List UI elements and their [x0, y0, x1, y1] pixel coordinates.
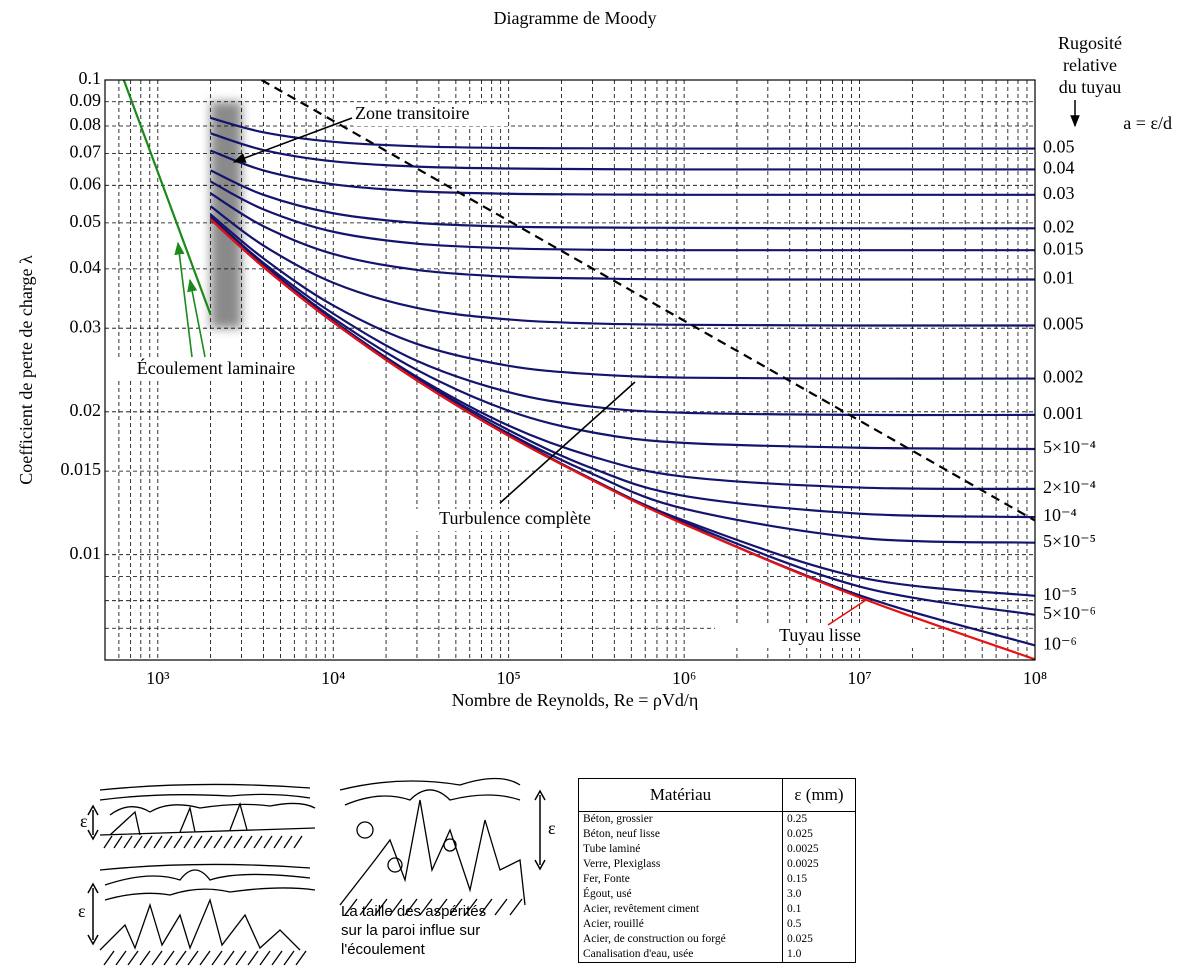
- table-header: ε (mm): [783, 779, 856, 812]
- table-cell: Acier, de construction ou forgé: [579, 932, 783, 947]
- series-label: 10⁻⁴: [1043, 505, 1077, 525]
- annotation: Tuyau lisse: [779, 625, 861, 645]
- caption-line: La taille des aspérités: [341, 903, 486, 920]
- x-tick-label: 10⁵: [497, 668, 521, 688]
- y-tick-label: 0.06: [70, 173, 102, 193]
- legend-formula: a = ε/d: [1123, 113, 1172, 133]
- table-cell: 0.1: [783, 902, 856, 917]
- table-cell: Béton, grossier: [579, 812, 783, 828]
- table-cell: Béton, neuf lisse: [579, 827, 783, 842]
- series-label: 10⁻⁵: [1043, 584, 1077, 604]
- y-tick-label: 0.08: [70, 114, 102, 134]
- series-line: [211, 219, 1035, 659]
- table-cell: Canalisation d'eau, usée: [579, 947, 783, 963]
- series-line: [211, 170, 1035, 228]
- table-cell: 0.5: [783, 917, 856, 932]
- table-cell: Fer, Fonte: [579, 872, 783, 887]
- y-tick-label: 0.02: [70, 400, 102, 420]
- series-line: [211, 193, 1035, 279]
- y-tick-label: 0.09: [70, 90, 102, 110]
- legend-title: du tuyau: [1059, 77, 1122, 97]
- series-line: [262, 80, 1035, 521]
- caption-line: sur la paroi influe sur: [341, 922, 480, 939]
- epsilon-label: ε: [548, 818, 556, 838]
- series-label: 0.002: [1043, 367, 1084, 387]
- series-label: 0.005: [1043, 314, 1084, 334]
- annotation-arrow: [828, 600, 866, 625]
- y-tick-label: 0.1: [79, 68, 102, 88]
- page: Diagramme de Moody Rugosité relative du …: [0, 0, 1177, 980]
- series-line: [211, 133, 1035, 169]
- series-label: 5×10⁻⁶: [1043, 603, 1096, 623]
- series-line: [211, 217, 1035, 415]
- table-cell: Acier, revêtement ciment: [579, 902, 783, 917]
- series-line: [211, 118, 1035, 149]
- x-tick-label: 10⁸: [1023, 668, 1047, 688]
- legend-title: relative: [1063, 55, 1117, 75]
- annotation: Turbulence complète: [439, 508, 591, 528]
- table-cell: 0.15: [783, 872, 856, 887]
- table-cell: 1.0: [783, 947, 856, 963]
- series-label: 0.01: [1043, 268, 1075, 288]
- series-line: [211, 214, 1035, 378]
- epsilon-label: ε: [80, 811, 88, 831]
- table-cell: 0.0025: [783, 842, 856, 857]
- series-line: [211, 219, 1035, 596]
- series-label: 10⁻⁶: [1043, 634, 1077, 654]
- x-axis-label: Nombre de Reynolds, Re = ρVd/η: [452, 690, 699, 710]
- table-cell: 0.025: [783, 932, 856, 947]
- series-label: 2×10⁻⁴: [1043, 477, 1096, 497]
- table-cell: 3.0: [783, 887, 856, 902]
- series-label: 0.03: [1043, 183, 1075, 203]
- series-line: [211, 182, 1035, 251]
- table-cell: Tube laminé: [579, 842, 783, 857]
- chart-title: Diagramme de Moody: [494, 8, 657, 28]
- table-cell: 0.25: [783, 812, 856, 828]
- series-label: 0.02: [1043, 216, 1075, 236]
- table-cell: Acier, rouillé: [579, 917, 783, 932]
- table-cell: 0.0025: [783, 857, 856, 872]
- table-header: Matériau: [579, 779, 783, 812]
- series-line: [124, 80, 211, 315]
- x-tick-label: 10³: [146, 668, 170, 688]
- x-tick-label: 10⁴: [321, 668, 345, 688]
- table-cell: Verre, Plexiglass: [579, 857, 783, 872]
- y-tick-label: 0.01: [70, 543, 102, 563]
- series-line: [211, 151, 1035, 195]
- y-tick-label: 0.07: [70, 142, 102, 162]
- y-tick-label: 0.05: [70, 211, 102, 231]
- table-cell: Égout, usé: [579, 887, 783, 902]
- series-label: 0.001: [1043, 403, 1084, 423]
- y-tick-label: 0.03: [70, 316, 102, 336]
- epsilon-label: ε: [78, 901, 86, 921]
- series-label: 5×10⁻⁵: [1043, 531, 1096, 551]
- x-tick-label: 10⁷: [847, 668, 871, 688]
- x-tick-label: 10⁶: [672, 668, 696, 688]
- caption-line: l'écoulement: [341, 941, 426, 958]
- annotation: Zone transitoire: [355, 103, 469, 123]
- series-label: 0.04: [1043, 158, 1075, 178]
- series-label: 5×10⁻⁴: [1043, 437, 1096, 457]
- y-tick-label: 0.015: [61, 459, 102, 479]
- series-line: [211, 219, 1035, 517]
- series-label: 0.05: [1043, 137, 1075, 157]
- table-row: Tube laminé0.0025: [579, 842, 856, 857]
- legend-title: Rugosité: [1058, 33, 1122, 53]
- series-line: [211, 206, 1035, 325]
- table-cell: 0.025: [783, 827, 856, 842]
- y-tick-label: 0.04: [70, 257, 102, 277]
- y-axis-label: Coefficient de perte de charge λ: [16, 255, 36, 485]
- annotation: Écoulement laminaire: [137, 357, 295, 378]
- series-label: 0.015: [1043, 238, 1084, 258]
